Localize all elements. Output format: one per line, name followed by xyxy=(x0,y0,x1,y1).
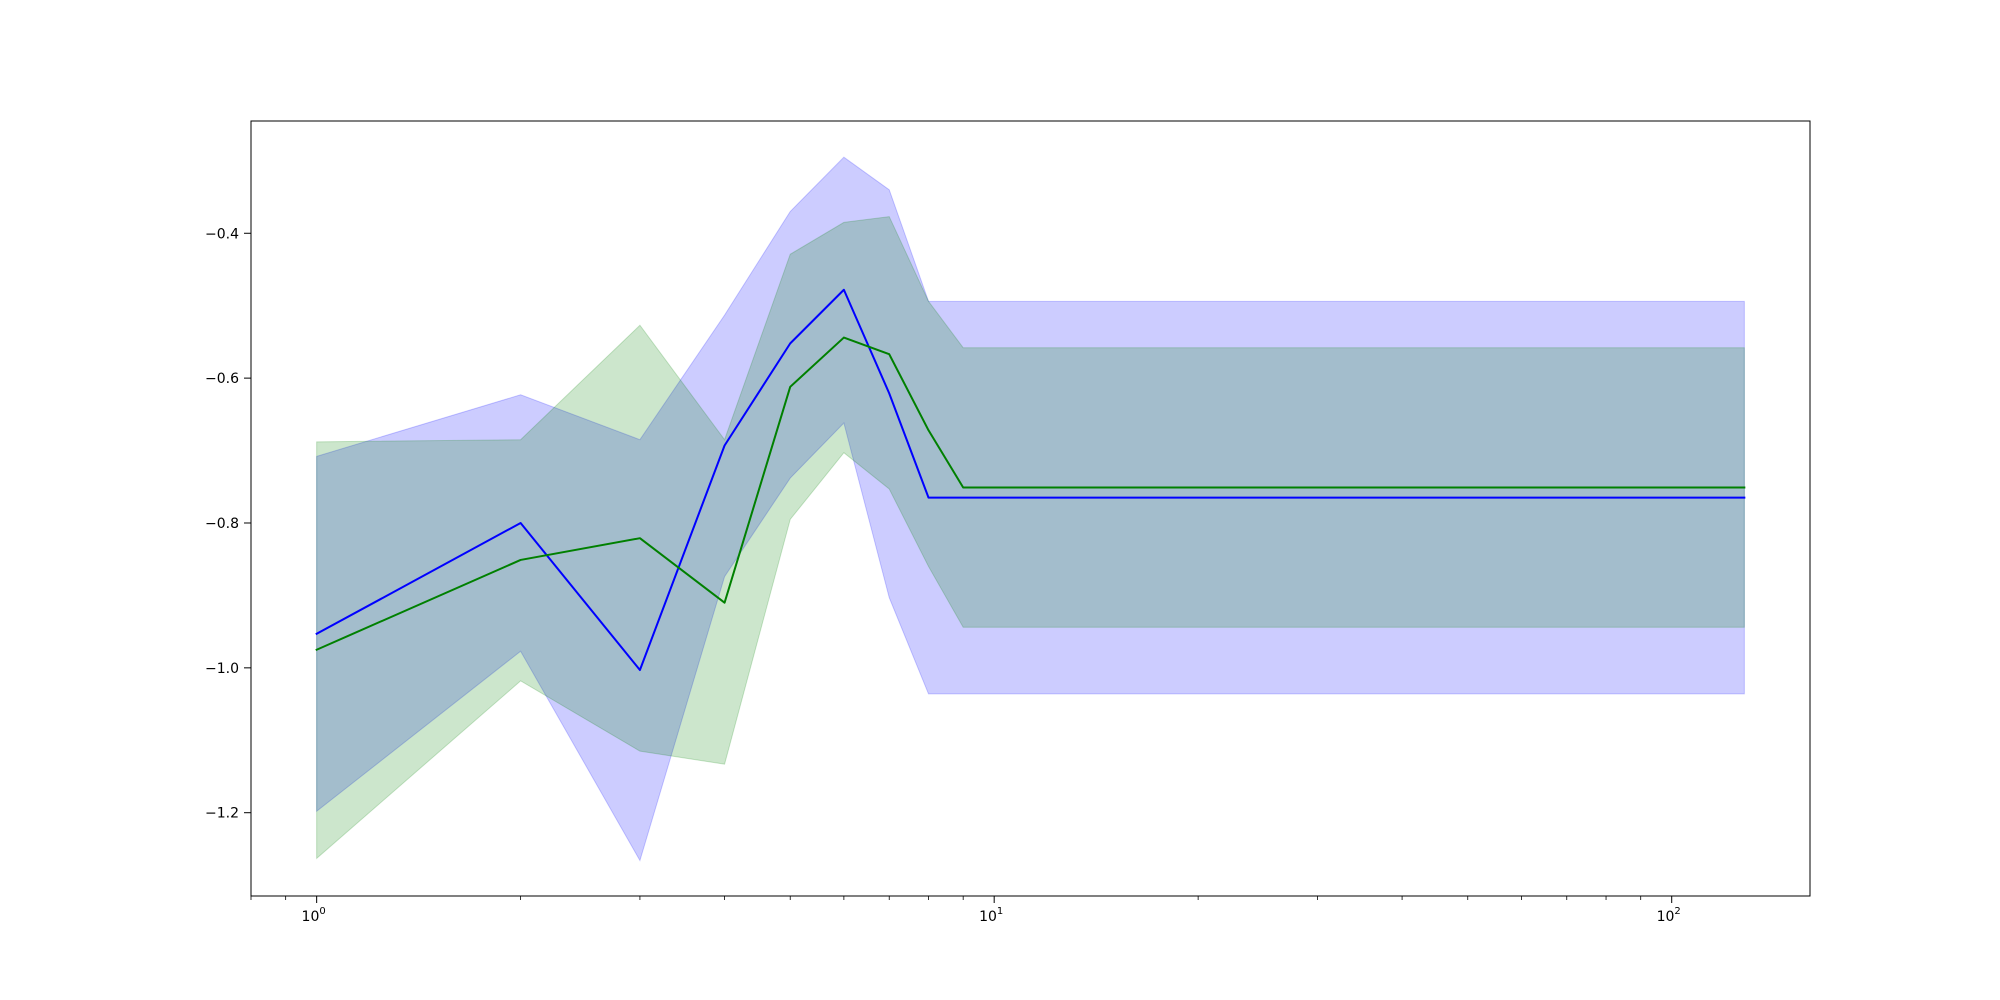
series-lines xyxy=(315,288,1746,672)
y-tick-label: −1.2 xyxy=(205,806,239,822)
x-tick-label: 100 xyxy=(302,906,326,925)
y-tick-label: −0.4 xyxy=(205,226,239,242)
x-axis: 100 101 102 xyxy=(250,896,1681,925)
band-series-1 xyxy=(316,156,1745,862)
x-tick-label: 102 xyxy=(1657,906,1681,925)
band-series-2 xyxy=(316,216,1745,860)
y-tick-label: −0.8 xyxy=(205,516,239,532)
y-axis: −1.2 −1.0 −0.8 −0.6 −0.4 xyxy=(205,226,251,822)
line-series-2 xyxy=(315,336,1746,652)
line-series-1 xyxy=(315,288,1746,672)
plot-frame xyxy=(250,120,1811,897)
plot-background xyxy=(251,121,1810,896)
y-tick-label: −1.0 xyxy=(205,661,239,677)
x-tick-label: 101 xyxy=(979,906,1003,925)
confidence-bands xyxy=(316,156,1745,862)
y-tick-label: −0.6 xyxy=(205,371,239,387)
